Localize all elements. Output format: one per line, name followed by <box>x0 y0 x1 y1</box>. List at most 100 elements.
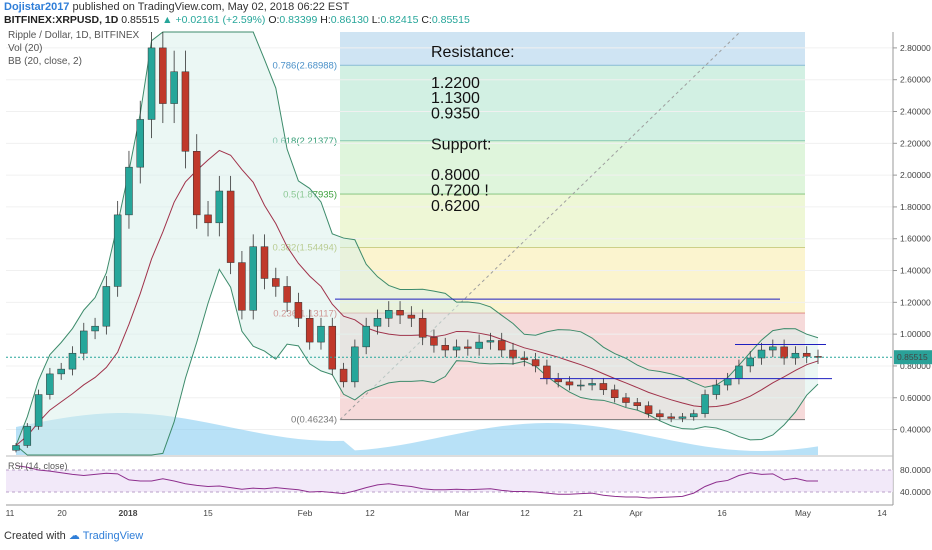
rsi-line <box>15 465 818 499</box>
y-tick-label: 1.60000 <box>900 234 931 244</box>
annotation-line: Support: <box>431 136 491 153</box>
rsi-band <box>6 470 893 492</box>
candle-body <box>497 340 506 351</box>
candle-body <box>102 286 111 327</box>
candle-body <box>272 278 280 287</box>
candle-body <box>577 384 585 387</box>
candle-body <box>441 345 449 351</box>
rsi-tick-label: 40.0000 <box>900 487 931 497</box>
volume-series <box>16 413 818 455</box>
candle-body <box>509 349 517 359</box>
author-link[interactable]: Dojistar2017 <box>4 1 70 13</box>
last-price: 0.85515 <box>121 14 160 26</box>
bb-basis-line <box>15 149 819 446</box>
candle-body <box>147 47 156 120</box>
x-tick-label: May <box>795 508 812 518</box>
candle-body <box>68 352 77 370</box>
candle-body <box>46 373 54 395</box>
candle-body <box>260 246 269 279</box>
candle-body <box>328 325 337 370</box>
candle-body <box>34 394 43 427</box>
x-tick-label: Apr <box>629 508 642 518</box>
candle-body <box>407 314 416 319</box>
volume-area <box>16 413 818 455</box>
y-tick-label: 2.00000 <box>900 170 931 180</box>
candle-body <box>113 214 122 287</box>
x-tick-label: 20 <box>57 508 67 518</box>
bb-lower-line <box>15 268 819 456</box>
candle-body <box>689 413 698 418</box>
y-tick-label: 2.60000 <box>900 75 931 85</box>
tradingview-link[interactable]: TradingView <box>82 530 144 542</box>
candle-body <box>475 341 483 349</box>
annotation-line: 0.7200 ! <box>431 183 489 200</box>
fib-level-label: 0.786(2.68988) <box>273 60 337 71</box>
x-tick-label: Mar <box>455 508 470 518</box>
publish-info: published on TradingView.com, May 02, 20… <box>72 1 350 13</box>
candle-body <box>656 413 664 418</box>
y-tick-label: 1.40000 <box>900 266 931 276</box>
open-label: O: <box>268 14 280 26</box>
candle-body <box>249 246 257 311</box>
legend-bb: BB (20, close, 2) <box>8 56 82 67</box>
y-tick-label: 0.40000 <box>900 425 931 435</box>
candle-body <box>452 346 461 351</box>
fib-zone <box>340 65 805 142</box>
axes: 2.80000 2.60000 2.40000 2.20000 2.00000 1.800… <box>6 32 932 518</box>
x-tick-label: 11 <box>6 508 15 518</box>
symbol-label: BITFINEX:XRPUSD, 1D <box>4 14 119 26</box>
candle-body <box>757 349 766 359</box>
x-tick-label: 15 <box>203 508 213 518</box>
price-badge-label: 0.85515 <box>897 352 928 362</box>
y-tick-label: 0.80000 <box>900 361 931 371</box>
candle-body <box>170 71 178 104</box>
candle-body <box>701 394 709 414</box>
candle-body <box>305 317 314 343</box>
candle-body <box>667 416 675 419</box>
high-label: H: <box>320 14 331 26</box>
x-tick-label: 12 <box>520 508 530 518</box>
candle-body <box>238 262 246 311</box>
candle-body <box>723 378 732 386</box>
candle-body <box>351 346 359 383</box>
candle-body <box>215 190 224 224</box>
ohlc-line: BITFINEX:XRPUSD, 1D 0.85515 ▲ +0.02161 (… <box>4 14 470 26</box>
candle-body <box>622 397 630 403</box>
candle-body <box>91 325 99 332</box>
candle-body <box>588 383 596 386</box>
candle-body <box>80 330 88 354</box>
candle-body <box>633 402 642 406</box>
rsi-panel: 80.0000 40.0000 <box>6 455 931 499</box>
annotation-line: 0.8000 <box>431 167 480 184</box>
candlesticks <box>12 32 822 453</box>
y-tick-label: 0.60000 <box>900 393 931 403</box>
candle-body <box>735 365 743 379</box>
legend-rsi: RSI (14, close) <box>8 461 68 471</box>
fib-zone <box>340 32 805 66</box>
candle-body <box>204 214 212 224</box>
bb-fill <box>16 32 818 455</box>
candle-body <box>396 310 404 316</box>
candle-body <box>599 383 608 391</box>
y-tick-label: 2.40000 <box>900 107 931 117</box>
candle-body <box>136 119 145 168</box>
candle-body <box>125 166 133 216</box>
rsi-tick-label: 80.0000 <box>900 465 931 475</box>
x-tick-label: 16 <box>717 508 727 518</box>
created-with: Created with <box>4 530 66 542</box>
candle-body <box>565 381 574 386</box>
y-tick-label: 1.20000 <box>900 297 931 307</box>
close-value: 0.85515 <box>431 14 470 26</box>
candle-body <box>57 368 65 375</box>
x-tick-label: 12 <box>365 508 375 518</box>
candle-body <box>644 405 653 414</box>
high-value: 0.86130 <box>330 14 369 26</box>
fib-level-label: 0.618(2.21377) <box>273 136 337 147</box>
annotation-line: Resistance: <box>431 44 515 61</box>
x-tick-label: 14 <box>877 508 887 518</box>
candle-body <box>712 384 721 395</box>
low-label: L: <box>371 14 381 26</box>
candle-body <box>192 151 201 216</box>
